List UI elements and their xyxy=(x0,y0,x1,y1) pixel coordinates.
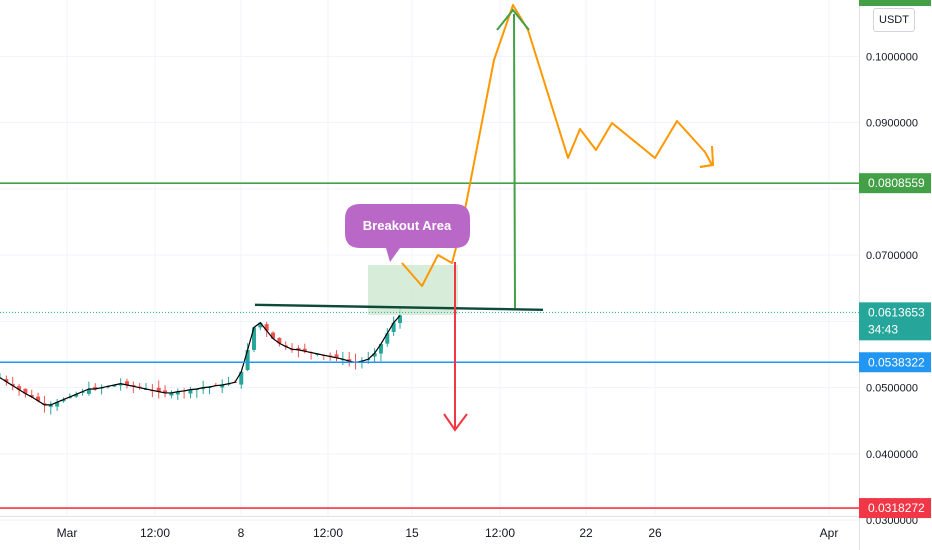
candle-body xyxy=(175,391,180,395)
candle-body xyxy=(258,322,263,328)
breakout-area-bubble xyxy=(345,204,470,262)
candle-body xyxy=(334,354,339,358)
candle-body xyxy=(112,385,117,387)
time-tick-label: 26 xyxy=(648,526,662,540)
candle-body xyxy=(271,332,276,339)
candle-body xyxy=(4,379,9,382)
candle-body xyxy=(10,383,15,386)
currency-unit-button[interactable]: USDT xyxy=(873,8,915,32)
time-tick-label: Apr xyxy=(820,526,839,540)
candle-body xyxy=(264,324,269,331)
candle-body xyxy=(378,343,383,354)
price-tick-label: 0.0900000 xyxy=(866,118,918,130)
candle-body xyxy=(385,333,390,344)
price-tag-current-text: 34:43 xyxy=(868,322,898,336)
candle-body xyxy=(124,381,129,385)
candle-body xyxy=(245,349,250,370)
upside-arrow-shaft xyxy=(513,13,516,309)
candles xyxy=(0,308,402,415)
candle-body xyxy=(277,337,282,344)
time-tick-label: Mar xyxy=(57,526,78,540)
price-tick-label: 0.1000000 xyxy=(866,51,918,63)
candle-body xyxy=(347,359,352,362)
candle-body xyxy=(93,386,98,389)
candle-body xyxy=(55,402,60,407)
price-tags: 0.0808559 0.0538322 0.0318272 0.0613653 34:4… xyxy=(859,0,931,519)
breakout-area-text: Breakout Area xyxy=(363,218,452,233)
price-tick-label: 0.0300000 xyxy=(866,515,918,527)
candle-body xyxy=(188,389,193,394)
upside-target-arrow xyxy=(496,8,530,309)
price-tag-downside-text: 0.0318272 xyxy=(868,501,925,515)
time-axis: Mar 12:00 8 12:00 15 12:00 22 26 Apr xyxy=(0,516,859,540)
price-tag-support-text: 0.0538322 xyxy=(868,355,925,369)
candle-body xyxy=(36,396,41,401)
candle-body xyxy=(118,383,123,386)
price-tag-current-background xyxy=(859,302,931,341)
candle-body xyxy=(201,387,206,390)
candle-body xyxy=(131,385,136,387)
projection-arrowhead xyxy=(699,145,715,168)
price-levels xyxy=(0,182,859,509)
candle-body xyxy=(398,315,402,324)
candle-body xyxy=(372,353,377,357)
price-tag-target-background xyxy=(859,173,931,194)
resistance-line xyxy=(254,303,544,312)
candle-body xyxy=(86,388,91,394)
projection-path xyxy=(401,4,713,287)
price-axis: 0.1000000 0.0900000 0.0700000 0.0500000 0.04… xyxy=(859,0,918,550)
price-tick-label: 0.0700000 xyxy=(866,250,918,262)
grid xyxy=(0,0,859,521)
candle-body xyxy=(42,403,47,405)
price-tag-downside-background xyxy=(859,498,931,519)
candle-body xyxy=(61,399,66,402)
candle-body xyxy=(220,385,225,388)
time-tick-label: 15 xyxy=(405,526,419,540)
price-tag-target-text: 0.0808559 xyxy=(868,176,925,190)
downside-arrow-head xyxy=(443,413,468,432)
candle-body xyxy=(302,348,307,352)
candle-body xyxy=(48,404,53,407)
time-tick-label: 12:00 xyxy=(140,526,170,540)
candle-body xyxy=(239,371,244,385)
candle-body xyxy=(169,392,174,396)
candle-body xyxy=(251,327,256,350)
price-tag-current-text: 0.0613653 xyxy=(868,305,925,319)
candle-body xyxy=(17,386,22,390)
candle-body xyxy=(23,388,28,394)
candle-body xyxy=(163,390,168,393)
time-tick-label: 22 xyxy=(579,526,593,540)
projection-arrowhead-mark xyxy=(699,145,715,168)
time-tick-label: 12:00 xyxy=(313,526,343,540)
price-tick-label: 0.0400000 xyxy=(866,449,918,461)
candle-body xyxy=(391,322,396,332)
upside-arrow-head xyxy=(496,8,530,31)
price-tick-label: 0.0500000 xyxy=(866,383,918,395)
candle-body xyxy=(29,395,34,397)
time-tick-label: 8 xyxy=(238,526,245,540)
moving-average-line xyxy=(0,315,401,406)
candle-body xyxy=(296,347,301,350)
breakout-area-label: Breakout Area xyxy=(345,204,470,262)
downside-target-arrow xyxy=(443,262,468,432)
price-tag-support-background xyxy=(859,352,931,373)
candle-body xyxy=(156,387,161,392)
price-tag-top-background xyxy=(859,0,931,6)
time-tick-label: 12:00 xyxy=(485,526,515,540)
candle-body xyxy=(74,394,79,397)
